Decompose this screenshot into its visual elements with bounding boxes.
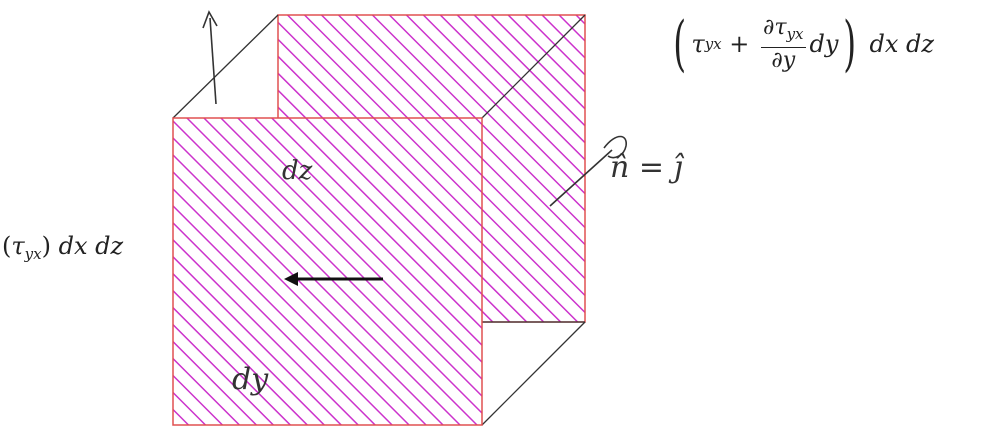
partial-fraction: ∂τyx ∂y: [761, 14, 806, 74]
right-tau: τ: [691, 30, 705, 58]
frac-denominator: ∂y: [771, 47, 796, 73]
front-face: [172, 117, 483, 426]
left-tail: dx dz: [58, 232, 124, 260]
left-face-stress-label: (τyx) dx dz: [2, 232, 124, 263]
edge-bottom-right: [481, 321, 586, 426]
right-face-stress-label: ( τ yx + ∂τyx ∂y dy ) dx dz: [673, 9, 935, 79]
normal-arrow-icon: [549, 149, 613, 207]
plus-sign: +: [729, 30, 750, 58]
frac-numerator: ∂τ: [763, 14, 787, 40]
frac-numerator-sub: yx: [786, 24, 804, 43]
normal-arrow-head-icon: [603, 135, 627, 159]
right-tail: dx dz: [869, 30, 935, 58]
left-tau: τ: [11, 232, 25, 260]
front-bottom-label: dy: [232, 362, 269, 397]
right-tau-sub: yx: [704, 35, 722, 53]
stress-arrow-head-icon: [284, 272, 298, 286]
left-tau-sub: yx: [24, 245, 42, 263]
dy-term: dy: [809, 30, 839, 58]
up-arrow-head-icon: [202, 10, 218, 29]
normal-equation-label: n̂ = ĵ: [610, 150, 683, 185]
front-top-label: dz: [282, 156, 313, 186]
up-arrow-icon: [209, 17, 217, 105]
edge-top-left: [172, 14, 279, 119]
edge-top-right: [481, 14, 586, 119]
